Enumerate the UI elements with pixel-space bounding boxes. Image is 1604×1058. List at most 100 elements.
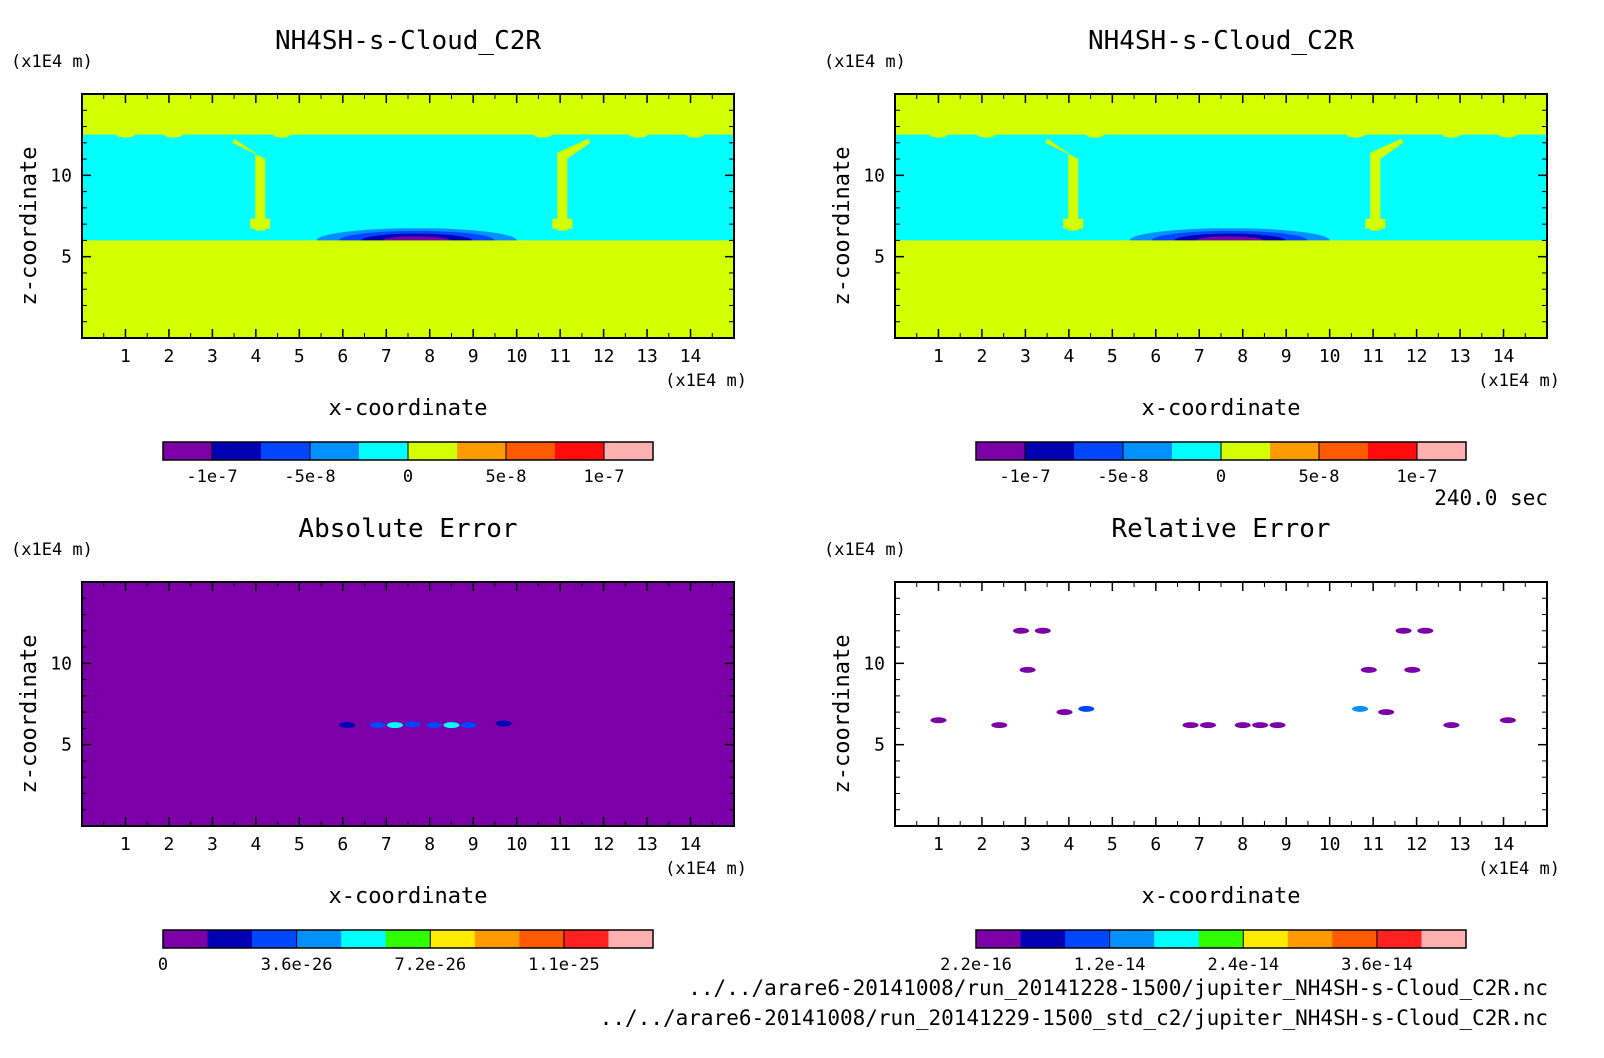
heatmap-spot bbox=[1404, 666, 1421, 673]
colorbar-swatch bbox=[207, 930, 253, 948]
x-tick-label: 11 bbox=[1362, 346, 1384, 367]
chart-title: NH4SH-s-Cloud_C2R bbox=[275, 26, 541, 56]
colorbar-swatch bbox=[252, 930, 298, 948]
heatmap-region-column-foot bbox=[1365, 218, 1386, 229]
heatmap-field bbox=[895, 94, 1547, 338]
x-tick-label: 2 bbox=[164, 346, 175, 367]
x-tick-label: 1 bbox=[120, 346, 131, 367]
colorbar-swatch bbox=[212, 442, 262, 460]
x-axis-unit: (x1E4 m) bbox=[665, 371, 747, 391]
colorbar-swatch bbox=[408, 442, 458, 460]
y-axis-label: z-coordinate bbox=[830, 147, 855, 306]
x-tick-label: 6 bbox=[1150, 834, 1161, 855]
colorbar-label: 0 bbox=[403, 467, 413, 487]
heatmap-spot bbox=[1269, 722, 1286, 729]
colorbar-label: 0 bbox=[158, 955, 168, 975]
x-tick-label: 5 bbox=[1107, 346, 1118, 367]
heatmap-spot bbox=[1013, 627, 1030, 634]
colorbar-swatch bbox=[1065, 930, 1111, 948]
x-tick-label: 1 bbox=[933, 346, 944, 367]
x-tick-label: 13 bbox=[636, 834, 658, 855]
colorbar-swatch bbox=[608, 930, 654, 948]
chart-title: Absolute Error bbox=[298, 514, 517, 544]
x-tick-label: 10 bbox=[506, 834, 528, 855]
colorbar-label: 1e-7 bbox=[584, 467, 625, 487]
y-tick-label: 10 bbox=[50, 653, 72, 674]
heatmap-region-column bbox=[1045, 138, 1079, 231]
x-tick-label: 6 bbox=[337, 834, 348, 855]
colorbar-swatch bbox=[1020, 930, 1066, 948]
colorbar-swatch bbox=[976, 442, 1026, 460]
heatmap-spot bbox=[1019, 666, 1036, 673]
heatmap-spot bbox=[1034, 627, 1051, 634]
heatmap-region-bump bbox=[977, 131, 996, 138]
chart-panel-4: Relative Error(x1E4 m)1 2 3 4 5 6 7 8 9 10 11 12 13 1… bbox=[824, 514, 1560, 975]
x-tick-label: 11 bbox=[549, 346, 571, 367]
x-axis-label: x-coordinate bbox=[329, 396, 488, 421]
x-axis-unit: (x1E4 m) bbox=[1478, 859, 1560, 879]
heatmap-spot bbox=[460, 722, 477, 729]
x-tick-label: 5 bbox=[294, 346, 305, 367]
y-axis-label: z-coordinate bbox=[17, 147, 42, 306]
x-tick-label: 4 bbox=[250, 834, 261, 855]
colorbar-label: -5e-8 bbox=[1097, 467, 1148, 487]
colorbar-swatch bbox=[296, 930, 342, 948]
heatmap-spot bbox=[1499, 717, 1516, 724]
heatmap-field bbox=[82, 94, 734, 338]
colorbar-label: 7.2e-26 bbox=[394, 955, 466, 975]
colorbar-label: -5e-8 bbox=[284, 467, 335, 487]
heatmap-region-bump bbox=[1442, 131, 1461, 138]
heatmap-spot bbox=[1182, 722, 1199, 729]
x-tick-label: 7 bbox=[381, 834, 392, 855]
x-tick-label: 14 bbox=[680, 346, 702, 367]
heatmap-spot bbox=[495, 720, 512, 727]
heatmap-spot bbox=[1352, 705, 1369, 712]
heatmap-background bbox=[895, 582, 1547, 826]
x-tick-label: 8 bbox=[424, 346, 435, 367]
x-tick-label: 13 bbox=[1449, 834, 1471, 855]
x-tick-label: 5 bbox=[1107, 834, 1118, 855]
y-tick-label: 5 bbox=[874, 247, 885, 268]
heatmap-lower-region bbox=[82, 240, 734, 338]
x-tick-label: 7 bbox=[381, 346, 392, 367]
colorbar-swatch bbox=[261, 442, 311, 460]
heatmap-region-bump bbox=[1346, 131, 1365, 138]
heatmap-region-column bbox=[1370, 138, 1404, 231]
heatmap-region-column-foot bbox=[250, 218, 271, 229]
chart-panel-1: NH4SH-s-Cloud_C2R(x1E4 m)1 2 3 4 5 6 7 8 9 10 11 12… bbox=[11, 26, 747, 487]
x-tick-label: 13 bbox=[1449, 346, 1471, 367]
x-tick-label: 9 bbox=[468, 346, 479, 367]
colorbar-swatch bbox=[1221, 442, 1271, 460]
x-tick-label: 12 bbox=[593, 346, 615, 367]
heatmap-region-column bbox=[557, 138, 591, 231]
heatmap-region-bump bbox=[164, 131, 183, 138]
x-tick-label: 2 bbox=[977, 834, 988, 855]
heatmap-region-bump bbox=[629, 131, 648, 138]
x-tick-label: 4 bbox=[1063, 346, 1074, 367]
colorbar-swatch bbox=[1154, 930, 1200, 948]
heatmap-field bbox=[82, 582, 734, 826]
x-tick-label: 7 bbox=[1194, 346, 1205, 367]
heatmap-spot bbox=[339, 722, 356, 729]
colorbar-swatch bbox=[385, 930, 431, 948]
y-tick-label: 5 bbox=[61, 735, 72, 756]
colorbar-swatch bbox=[1368, 442, 1418, 460]
colorbar-swatch bbox=[1287, 930, 1333, 948]
heatmap-region-band bbox=[895, 134, 1547, 241]
heatmap-region-column bbox=[232, 138, 266, 231]
colorbar-swatch bbox=[1243, 930, 1289, 948]
chart-panel-3: Absolute Error(x1E4 m)1 2 3 4 5 6 7 8 9 10 11 12 13 1… bbox=[11, 514, 747, 975]
x-tick-label: 10 bbox=[1319, 346, 1341, 367]
x-tick-label: 2 bbox=[977, 346, 988, 367]
colorbar-swatch bbox=[519, 930, 565, 948]
y-axis-unit: (x1E4 m) bbox=[824, 540, 906, 560]
colorbar-label: 1e-7 bbox=[1397, 467, 1438, 487]
colorbar-swatch bbox=[1074, 442, 1124, 460]
heatmap-spot bbox=[426, 722, 443, 729]
heatmap-lower-region bbox=[895, 240, 1547, 338]
colorbar-swatch bbox=[1376, 930, 1422, 948]
x-tick-label: 13 bbox=[636, 346, 658, 367]
y-tick-label: 5 bbox=[874, 735, 885, 756]
heatmap-spot bbox=[930, 717, 947, 724]
